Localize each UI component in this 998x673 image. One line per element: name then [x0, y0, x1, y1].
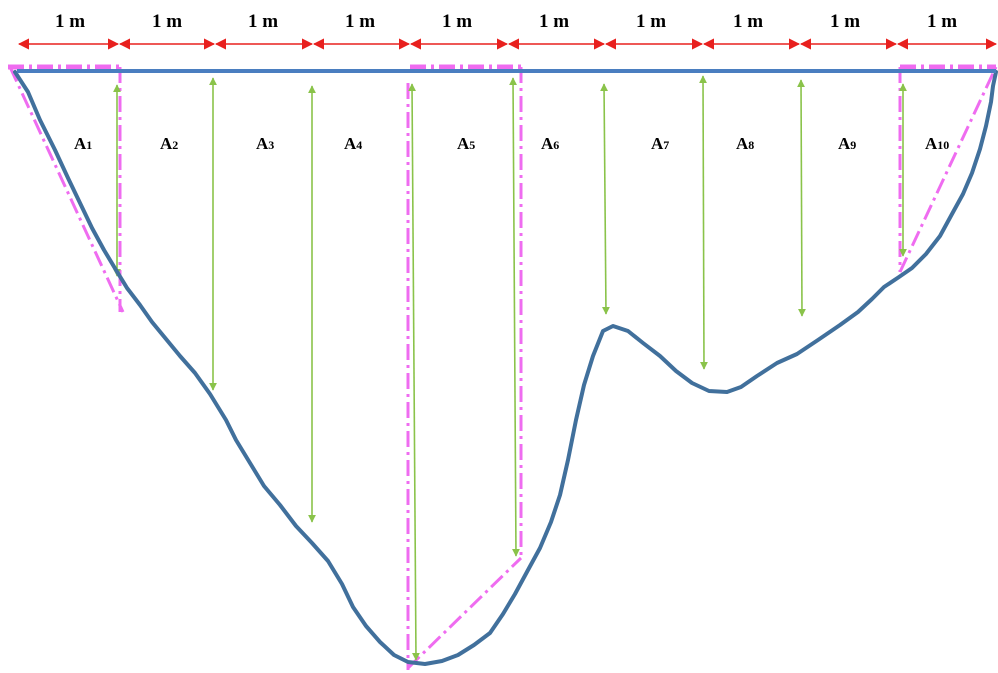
area-label-3: A3	[256, 134, 274, 153]
area-label-9: A9	[838, 134, 856, 153]
approx-left-slope	[8, 66, 125, 313]
area-label-2: A2	[160, 134, 178, 153]
area-label-10: A10	[925, 134, 949, 153]
segment-label-2: 1 m	[248, 11, 278, 32]
depth-arrow-4	[408, 83, 420, 661]
approximation-lines	[8, 64, 998, 670]
river-bed-profile	[13, 70, 998, 666]
segment-label-5: 1 m	[539, 11, 569, 32]
segment-label-6: 1 m	[636, 11, 666, 32]
segment-label-7: 1 m	[733, 11, 763, 32]
segment-label-3: 1 m	[345, 11, 375, 32]
area-label-7: A7	[651, 134, 669, 153]
depth-arrow-6	[600, 83, 610, 315]
segment-label-1: 1 m	[152, 11, 182, 32]
depth-arrow-7	[699, 75, 708, 370]
segment-label-8: 1 m	[830, 11, 860, 32]
segment-label-10: 1 m	[55, 11, 85, 32]
depth-arrow-5	[509, 77, 520, 557]
area-label-1: A1	[74, 134, 92, 153]
area-labels: A1 A2 A3 A4 A5 A6 A7 A8 A9 A10	[74, 134, 949, 153]
area-label-4: A4	[344, 134, 362, 153]
segment-label-4: 1 m	[442, 11, 472, 32]
segment-label-9: 1 m	[927, 11, 957, 32]
area-label-6: A6	[541, 134, 559, 153]
approx-center-slope	[406, 556, 523, 670]
area-label-8: A8	[736, 134, 754, 153]
area-label-5: A5	[457, 134, 475, 153]
depth-arrow-8	[797, 79, 806, 317]
approx-right-slope	[898, 66, 998, 273]
depth-arrows	[113, 75, 907, 661]
segment-labels: 1 m 1 m 1 m 1 m 1 m 1 m 1 m 1 m 1 m 1 m	[55, 11, 957, 32]
